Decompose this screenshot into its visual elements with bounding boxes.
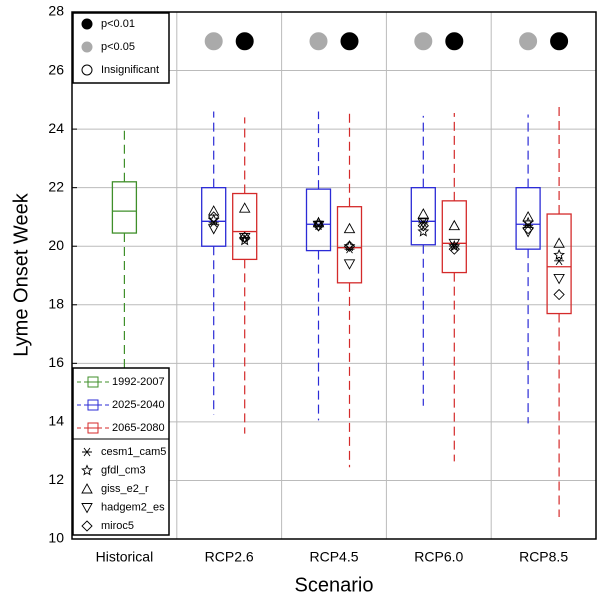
box: [546, 213, 572, 315]
model-marker: [448, 243, 460, 255]
model-marker: [343, 259, 356, 270]
box: [336, 206, 363, 284]
model-marker: [554, 256, 565, 266]
model-marker: [207, 224, 220, 235]
significance-dot: [204, 32, 223, 51]
model-marker: [418, 218, 429, 228]
y-tick-label: 20: [48, 237, 64, 253]
x-tick-label: RCP4.5: [309, 549, 358, 565]
x-tick-label: RCP6.0: [414, 549, 463, 565]
legend-label: hadgem2_es: [101, 501, 165, 513]
model-marker: [81, 483, 93, 494]
y-tick-label: 16: [48, 354, 64, 370]
legend-label: Insignificant: [101, 64, 159, 76]
model-marker: [417, 225, 430, 237]
x-tick-label: RCP8.5: [519, 549, 568, 565]
significance-dot: [340, 32, 359, 51]
legend-box: [72, 367, 170, 536]
y-tick-label: 14: [48, 413, 64, 429]
legend-label: cesm1_cam5: [101, 446, 166, 458]
model-marker: [313, 221, 324, 230]
model-marker: [239, 231, 251, 244]
model-marker: [522, 227, 534, 238]
legend-label: p<0.01: [101, 18, 135, 30]
model-marker: [207, 205, 220, 216]
model-marker: [553, 288, 565, 301]
significance-dot: [550, 32, 569, 51]
model-marker: [312, 220, 325, 232]
legend-dot: [81, 64, 93, 76]
model-marker: [81, 520, 93, 532]
model-marker: [208, 218, 219, 228]
model-marker: [312, 216, 325, 228]
y-tick-label: 12: [48, 471, 64, 487]
x-tick-label: RCP2.6: [205, 549, 254, 565]
legend-dot: [81, 18, 93, 30]
legend-label: gfdl_cm3: [101, 464, 146, 476]
model-marker: [553, 248, 565, 260]
legend-label: p<0.05: [101, 41, 135, 53]
y-tick-label: 18: [48, 295, 64, 311]
model-marker: [523, 221, 534, 230]
y-tick-label: 28: [48, 3, 64, 19]
significance-dot: [445, 32, 464, 51]
model-marker: [238, 232, 251, 244]
plot-frame: [71, 11, 597, 540]
box: [232, 192, 258, 261]
box: [111, 181, 138, 234]
significance-dot: [235, 32, 254, 51]
x-tick-label: Historical: [96, 549, 154, 565]
model-marker: [522, 211, 534, 222]
model-marker: [81, 503, 93, 514]
model-marker: [81, 464, 93, 476]
y-axis-label: Lyme Onset Week: [10, 192, 32, 356]
legend-dot: [81, 41, 93, 53]
legend-label: 2025-2040: [112, 399, 165, 411]
model-marker: [238, 202, 251, 213]
box: [305, 188, 332, 252]
box: [441, 200, 467, 274]
y-tick-label: 26: [48, 61, 64, 77]
y-tick-label: 10: [48, 530, 64, 546]
model-marker: [208, 211, 220, 223]
model-marker: [522, 223, 534, 235]
model-marker: [312, 221, 325, 232]
model-marker: [448, 219, 461, 231]
model-marker: [82, 447, 92, 457]
model-marker: [417, 208, 430, 219]
model-marker: [553, 273, 565, 285]
box: [201, 187, 227, 247]
legend-label: miroc5: [101, 520, 134, 532]
model-marker: [343, 240, 356, 252]
significance-dot: [414, 32, 433, 51]
significance-dot: [519, 32, 538, 51]
model-marker: [343, 222, 356, 234]
significance-dot: [309, 32, 328, 51]
legend-label: giss_e2_r: [101, 483, 149, 495]
x-axis-label: Scenario: [295, 574, 374, 596]
model-marker: [417, 220, 429, 232]
legend-label: 2065-2080: [112, 422, 165, 434]
model-marker: [448, 238, 461, 250]
box: [410, 187, 436, 246]
box: [515, 187, 541, 250]
model-marker: [553, 237, 565, 248]
y-tick-label: 24: [48, 120, 64, 136]
legend-label: 1992-2007: [112, 376, 165, 388]
y-tick-label: 22: [48, 178, 64, 194]
model-marker: [312, 216, 325, 228]
